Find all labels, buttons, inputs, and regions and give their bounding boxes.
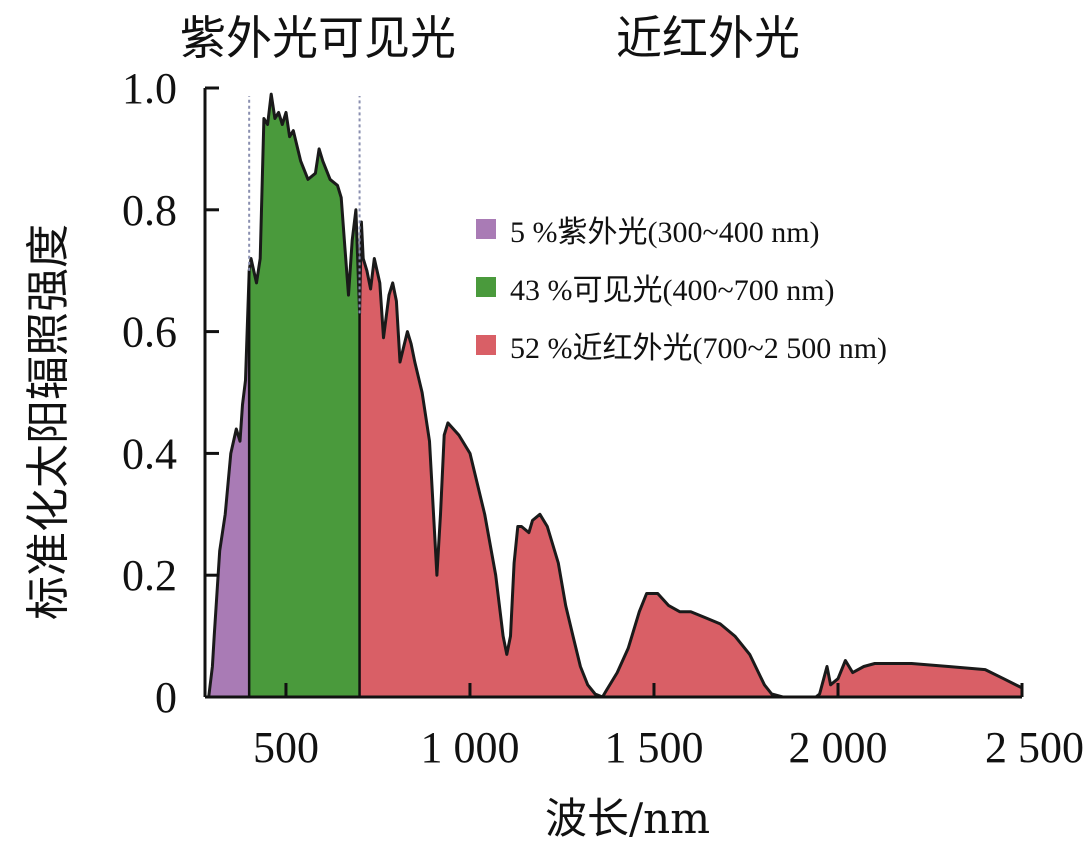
band-label-uv-visible: 紫外光可见光 bbox=[180, 11, 456, 65]
y-tick-label-0: 0 bbox=[155, 673, 177, 722]
legend-item-visible: 43 %可见光(400~700 nm) bbox=[476, 258, 887, 316]
area-series-1 bbox=[249, 94, 360, 698]
legend-label-uv: 5 %紫外光(300~400 nm) bbox=[510, 216, 820, 249]
y-tick-label-3: 0.6 bbox=[122, 308, 177, 357]
legend-swatch-visible bbox=[476, 277, 496, 297]
legend-item-uv: 5 %紫外光(300~400 nm) bbox=[476, 200, 887, 258]
y-tick-label-1: 0.2 bbox=[122, 551, 177, 600]
x-tick-label-2: 1 500 bbox=[604, 723, 703, 772]
x-axis-label: 波长/nm bbox=[545, 794, 711, 843]
legend: 5 %紫外光(300~400 nm) 43 %可见光(400~700 nm) 5… bbox=[476, 200, 887, 374]
y-tick-label-5: 1.0 bbox=[122, 64, 177, 113]
spectrum-areas bbox=[205, 94, 1022, 698]
y-tick-label-4: 0.8 bbox=[122, 186, 177, 235]
spectrum-outline bbox=[207, 92, 1023, 699]
x-tick-label-3: 2 000 bbox=[788, 723, 887, 772]
x-tick-label-4: 2 500 bbox=[985, 723, 1084, 772]
area-series-2 bbox=[359, 222, 1022, 697]
x-tick-label-0: 500 bbox=[253, 723, 319, 772]
y-axis-label: 标准化太阳辐照强度 bbox=[23, 224, 74, 620]
band-label-nir: 近红外光 bbox=[616, 11, 800, 65]
axes bbox=[203, 88, 1022, 699]
band-boundaries bbox=[247, 96, 361, 697]
legend-swatch-nir bbox=[476, 335, 496, 355]
area-series-0 bbox=[205, 270, 250, 697]
ticks: 0 0.2 0.4 0.6 0.8 1.0 500 1 000 1 500 2 000 2 500 bbox=[122, 64, 1084, 772]
legend-label-visible: 43 %可见光(400~700 nm) bbox=[510, 274, 835, 307]
y-tick-label-2: 0.4 bbox=[122, 429, 177, 478]
legend-swatch-uv bbox=[476, 219, 496, 239]
x-tick-label-1: 1 000 bbox=[420, 723, 519, 772]
legend-item-nir: 52 %近红外光(700~2 500 nm) bbox=[476, 316, 887, 374]
spectrum-line bbox=[207, 92, 1023, 699]
legend-label-nir: 52 %近红外光(700~2 500 nm) bbox=[510, 332, 888, 365]
